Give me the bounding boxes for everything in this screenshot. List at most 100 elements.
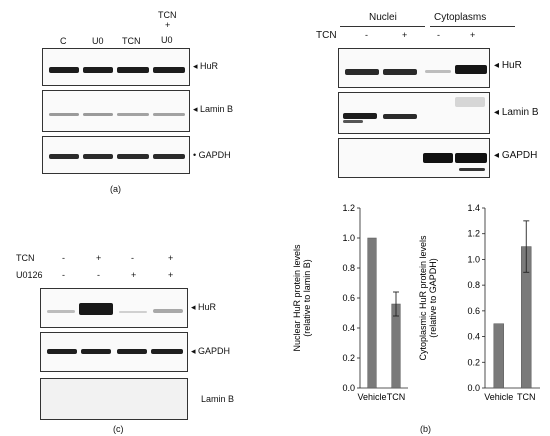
blot-frac-hur-text: HuR <box>501 60 522 71</box>
blot-c-gapdh-text: GAPDH <box>198 346 231 356</box>
y-axis-label-line: Cytoplasmic HuR protein levels <box>418 235 428 361</box>
panel-a-label: (a) <box>110 184 121 194</box>
x-tick-label: Vehicle <box>357 392 386 402</box>
tcn-sign: - <box>365 30 368 40</box>
chart-cytoplasmic-hur: Cytoplasmic HuR protein levels(relative … <box>418 203 540 402</box>
y-tick-label: 0.2 <box>342 353 355 363</box>
y-tick-label: 0.8 <box>467 280 480 290</box>
band <box>79 303 113 315</box>
group-line-nuclei <box>340 26 425 27</box>
band <box>153 113 185 116</box>
y-tick-label: 1.0 <box>467 254 480 264</box>
band <box>153 309 183 313</box>
blot-c-gapdh-label: ◂ GAPDH <box>191 346 231 356</box>
sign: - <box>62 253 65 263</box>
bar <box>493 323 504 389</box>
band <box>343 113 377 119</box>
band <box>49 113 79 116</box>
band <box>49 154 79 159</box>
blot-frac-laminb-label: ◂ Lamin B <box>494 107 539 118</box>
blot-c-hur <box>40 288 188 328</box>
bar <box>391 303 401 389</box>
blot-a-hur-text: HuR <box>200 61 219 71</box>
tcn-sign: + <box>470 30 476 40</box>
sign: - <box>131 253 134 263</box>
blot-a-gapdh <box>42 136 190 174</box>
sign: - <box>62 270 65 280</box>
group-label-cytoplasms: Cytoplasms <box>434 12 487 23</box>
band <box>117 154 149 159</box>
y-tick-label: 1.0 <box>342 233 355 243</box>
panel-c-label: (c) <box>113 424 124 434</box>
blot-a-laminb <box>42 90 190 132</box>
sign: + <box>168 253 174 263</box>
band <box>153 67 185 73</box>
band <box>423 153 453 163</box>
y-tick-label: 1.4 <box>467 203 480 213</box>
band <box>455 153 487 163</box>
y-tick-label: 0.6 <box>467 306 480 316</box>
band <box>81 349 111 354</box>
band <box>117 67 149 73</box>
sign: - <box>97 270 100 280</box>
y-tick-label: 0.2 <box>467 357 480 367</box>
blot-a-laminb-text: Lamin B <box>200 104 234 114</box>
sign: + <box>96 253 102 263</box>
blot-c-laminb-label: Lamin B <box>201 394 235 404</box>
band <box>117 113 149 116</box>
blot-frac-gapdh-text: GAPDH <box>501 150 538 161</box>
band <box>47 349 77 354</box>
blot-a-hur-label: ◂ HuR <box>193 61 219 71</box>
bar <box>367 237 377 389</box>
x-tick-label: TCN <box>387 392 406 402</box>
band <box>117 349 147 354</box>
lane-label-c: C <box>60 36 67 46</box>
row-label-u0126: U0126 <box>16 270 43 280</box>
band <box>383 114 417 119</box>
sign: + <box>131 270 137 280</box>
tcn-sign: - <box>437 30 440 40</box>
y-tick-label: 0.4 <box>467 332 480 342</box>
panel-b-label: (b) <box>420 424 431 434</box>
band <box>47 310 75 313</box>
band <box>343 120 363 123</box>
blot-frac-laminb-text: Lamin B <box>501 107 539 118</box>
blot-frac-laminb <box>338 92 490 134</box>
blot-frac-hur <box>338 48 490 88</box>
blot-frac-gapdh <box>338 138 490 178</box>
y-tick-label: 0.4 <box>342 323 355 333</box>
band <box>425 70 451 73</box>
y-axis-label-line: (relative to lamin B) <box>302 259 312 337</box>
blot-a-hur <box>42 48 190 86</box>
y-tick-label: 0.0 <box>467 383 480 393</box>
band <box>49 67 79 73</box>
blot-a-gapdh-label: • GAPDH <box>193 150 231 160</box>
band <box>83 67 113 73</box>
y-tick-label: 0.8 <box>342 263 355 273</box>
blot-c-gapdh <box>40 332 188 372</box>
y-axis-label: Cytoplasmic HuR protein levels(relative … <box>418 235 438 361</box>
band <box>345 69 379 75</box>
blot-c-hur-label: ◂ HuR <box>191 302 217 312</box>
x-tick-label: Vehicle <box>484 392 513 402</box>
y-tick-label: 1.2 <box>342 203 355 213</box>
lane-label-u0: U0 <box>92 36 104 46</box>
blot-c-hur-text: HuR <box>198 302 217 312</box>
band <box>119 311 147 313</box>
group-line-cytoplasms <box>430 26 515 27</box>
blot-a-laminb-label: ◂ Lamin B <box>193 104 234 114</box>
group-label-nuclei: Nuclei <box>369 12 397 23</box>
band <box>459 168 485 171</box>
y-axis-label-line: Nuclear HuR protein levels <box>292 244 302 352</box>
band <box>455 65 487 74</box>
band <box>151 349 183 354</box>
x-tick-label: TCN <box>517 392 536 402</box>
lane-label-tcn: TCN <box>122 36 141 46</box>
y-tick-label: 0.6 <box>342 293 355 303</box>
y-axis-label: Nuclear HuR protein levels(relative to l… <box>292 244 312 352</box>
band <box>455 97 485 107</box>
lane-label-tcn-plus-u0-bot: U0 <box>161 35 173 45</box>
y-tick-label: 1.2 <box>467 229 480 239</box>
y-axis-label-line: (relative to GAPDH) <box>428 258 438 338</box>
lane-label-tcn-plus-u0-top: TCN <box>158 10 177 20</box>
